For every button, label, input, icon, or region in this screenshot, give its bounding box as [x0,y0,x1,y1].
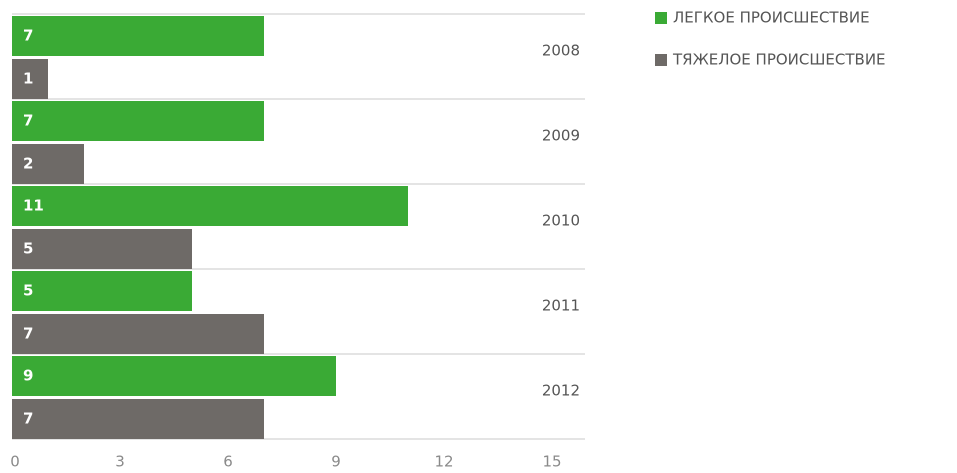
category-label: 2010 [542,212,580,230]
bar [12,314,264,354]
x-tick-label: 9 [331,453,341,471]
value-label: 1 [23,70,33,88]
category-label: 2011 [542,297,580,315]
value-label: 5 [23,240,33,258]
bar [12,101,264,141]
value-label: 9 [23,367,33,385]
legend-swatch [655,12,667,24]
value-label: 7 [23,112,33,130]
value-label: 5 [23,282,33,300]
value-label: 7 [23,325,33,343]
x-tick-label: 15 [542,453,561,471]
bar [12,271,192,311]
bar [12,399,264,439]
legend-label: ТЯЖЕЛОЕ ПРОИСШЕСТВИЕ [672,51,886,69]
x-tick-label: 12 [434,453,453,471]
category-label: 2008 [542,42,580,60]
category-label: 2012 [542,382,580,400]
value-label: 2 [23,155,33,173]
bar [12,356,336,396]
value-label: 11 [23,197,44,215]
bar [12,229,192,269]
bar [12,59,48,99]
bar [12,16,264,56]
x-tick-label: 3 [115,453,125,471]
value-label: 7 [23,27,33,45]
legend-label: ЛЕГКОЕ ПРОИСШЕСТВИЕ [673,9,870,27]
value-label: 7 [23,410,33,428]
x-tick-label: 0 [10,453,20,471]
category-label: 2009 [542,127,580,145]
bar [12,186,408,226]
legend-swatch [655,54,667,66]
bar [12,144,84,184]
x-tick-label: 6 [223,453,233,471]
